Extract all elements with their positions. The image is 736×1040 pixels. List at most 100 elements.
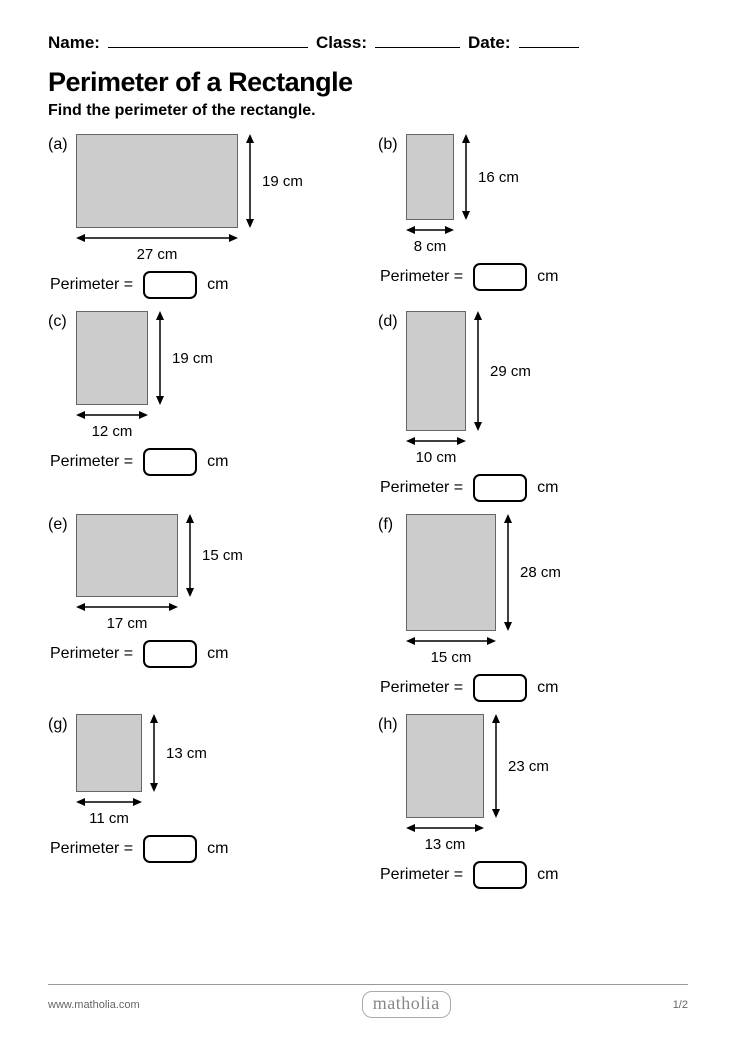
footer-logo: matholia (362, 991, 451, 1018)
answer-row: Perimeter = cm (380, 263, 688, 291)
answer-input[interactable] (143, 640, 197, 668)
problem: (g) 13 cm 11 cm Per (48, 714, 358, 889)
problem-label: (g) (48, 714, 76, 734)
width-dimension: 13 cm (425, 836, 466, 853)
rectangle-shape (76, 134, 238, 228)
problem: (d) 29 cm 10 cm Per (378, 311, 688, 502)
answer-row: Perimeter = cm (50, 271, 358, 299)
perimeter-label: Perimeter = (50, 276, 133, 294)
horizontal-arrow-icon (76, 601, 178, 613)
perimeter-label: Perimeter = (380, 268, 463, 286)
answer-row: Perimeter = cm (380, 474, 688, 502)
class-label: Class: (316, 33, 367, 53)
rectangle-shape (406, 514, 496, 631)
unit-label: cm (207, 645, 228, 663)
width-dimension: 27 cm (137, 246, 178, 263)
page-subtitle: Find the perimeter of the rectangle. (48, 102, 688, 120)
vertical-arrow-icon (502, 514, 514, 631)
unit-label: cm (537, 866, 558, 884)
vertical-arrow-icon (460, 134, 472, 220)
answer-input[interactable] (473, 861, 527, 889)
unit-label: cm (207, 276, 228, 294)
class-blank[interactable] (375, 30, 460, 48)
problem: (b) 16 cm 8 cm Peri (378, 134, 688, 299)
height-dimension: 15 cm (202, 547, 243, 564)
width-dimension: 8 cm (414, 238, 447, 255)
vertical-arrow-icon (148, 714, 160, 792)
width-dimension: 10 cm (416, 449, 457, 466)
answer-row: Perimeter = cm (380, 861, 688, 889)
perimeter-label: Perimeter = (380, 479, 463, 497)
horizontal-arrow-icon (76, 409, 148, 421)
problem-label: (h) (378, 714, 406, 734)
horizontal-arrow-icon (76, 232, 238, 244)
date-label: Date: (468, 33, 511, 53)
horizontal-arrow-icon (76, 796, 142, 808)
horizontal-arrow-icon (406, 435, 466, 447)
date-blank[interactable] (519, 30, 579, 48)
problem: (f) 28 cm 15 cm Per (378, 514, 688, 702)
problem: (h) 23 cm 13 cm Per (378, 714, 688, 889)
vertical-arrow-icon (184, 514, 196, 597)
unit-label: cm (207, 840, 228, 858)
answer-input[interactable] (143, 835, 197, 863)
header-row: Name: Class: Date: (48, 30, 688, 53)
footer: www.matholia.com matholia 1/2 (48, 984, 688, 1018)
horizontal-arrow-icon (406, 822, 484, 834)
vertical-arrow-icon (244, 134, 256, 228)
problem-label: (a) (48, 134, 76, 154)
unit-label: cm (537, 679, 558, 697)
answer-row: Perimeter = cm (50, 835, 358, 863)
height-dimension: 16 cm (478, 169, 519, 186)
page-title: Perimeter of a Rectangle (48, 67, 688, 98)
problem-label: (b) (378, 134, 406, 154)
footer-page: 1/2 (673, 999, 688, 1011)
perimeter-label: Perimeter = (50, 645, 133, 663)
height-dimension: 23 cm (508, 758, 549, 775)
rectangle-shape (76, 714, 142, 792)
answer-input[interactable] (473, 263, 527, 291)
answer-input[interactable] (143, 271, 197, 299)
unit-label: cm (207, 453, 228, 471)
height-dimension: 13 cm (166, 745, 207, 762)
answer-row: Perimeter = cm (50, 448, 358, 476)
problem-label: (c) (48, 311, 76, 331)
rectangle-shape (406, 714, 484, 818)
width-dimension: 17 cm (107, 615, 148, 632)
vertical-arrow-icon (472, 311, 484, 431)
answer-input[interactable] (143, 448, 197, 476)
height-dimension: 19 cm (172, 350, 213, 367)
footer-url: www.matholia.com (48, 999, 140, 1011)
rectangle-shape (406, 311, 466, 431)
perimeter-label: Perimeter = (50, 840, 133, 858)
width-dimension: 12 cm (92, 423, 133, 440)
rectangle-shape (406, 134, 454, 220)
answer-row: Perimeter = cm (380, 674, 688, 702)
problems-grid: (a) 19 cm 27 cm Per (48, 134, 688, 889)
problem-label: (f) (378, 514, 406, 534)
name-blank[interactable] (108, 30, 308, 48)
answer-row: Perimeter = cm (50, 640, 358, 668)
problem: (e) 15 cm 17 cm Per (48, 514, 358, 702)
answer-input[interactable] (473, 674, 527, 702)
height-dimension: 29 cm (490, 363, 531, 380)
width-dimension: 15 cm (431, 649, 472, 666)
horizontal-arrow-icon (406, 224, 454, 236)
horizontal-arrow-icon (406, 635, 496, 647)
perimeter-label: Perimeter = (50, 453, 133, 471)
height-dimension: 28 cm (520, 564, 561, 581)
unit-label: cm (537, 268, 558, 286)
height-dimension: 19 cm (262, 173, 303, 190)
unit-label: cm (537, 479, 558, 497)
width-dimension: 11 cm (89, 810, 129, 827)
rectangle-shape (76, 514, 178, 597)
problem: (a) 19 cm 27 cm Per (48, 134, 358, 299)
perimeter-label: Perimeter = (380, 866, 463, 884)
name-label: Name: (48, 33, 100, 53)
perimeter-label: Perimeter = (380, 679, 463, 697)
vertical-arrow-icon (154, 311, 166, 405)
problem-label: (d) (378, 311, 406, 331)
problem: (c) 19 cm 12 cm Per (48, 311, 358, 502)
problem-label: (e) (48, 514, 76, 534)
answer-input[interactable] (473, 474, 527, 502)
